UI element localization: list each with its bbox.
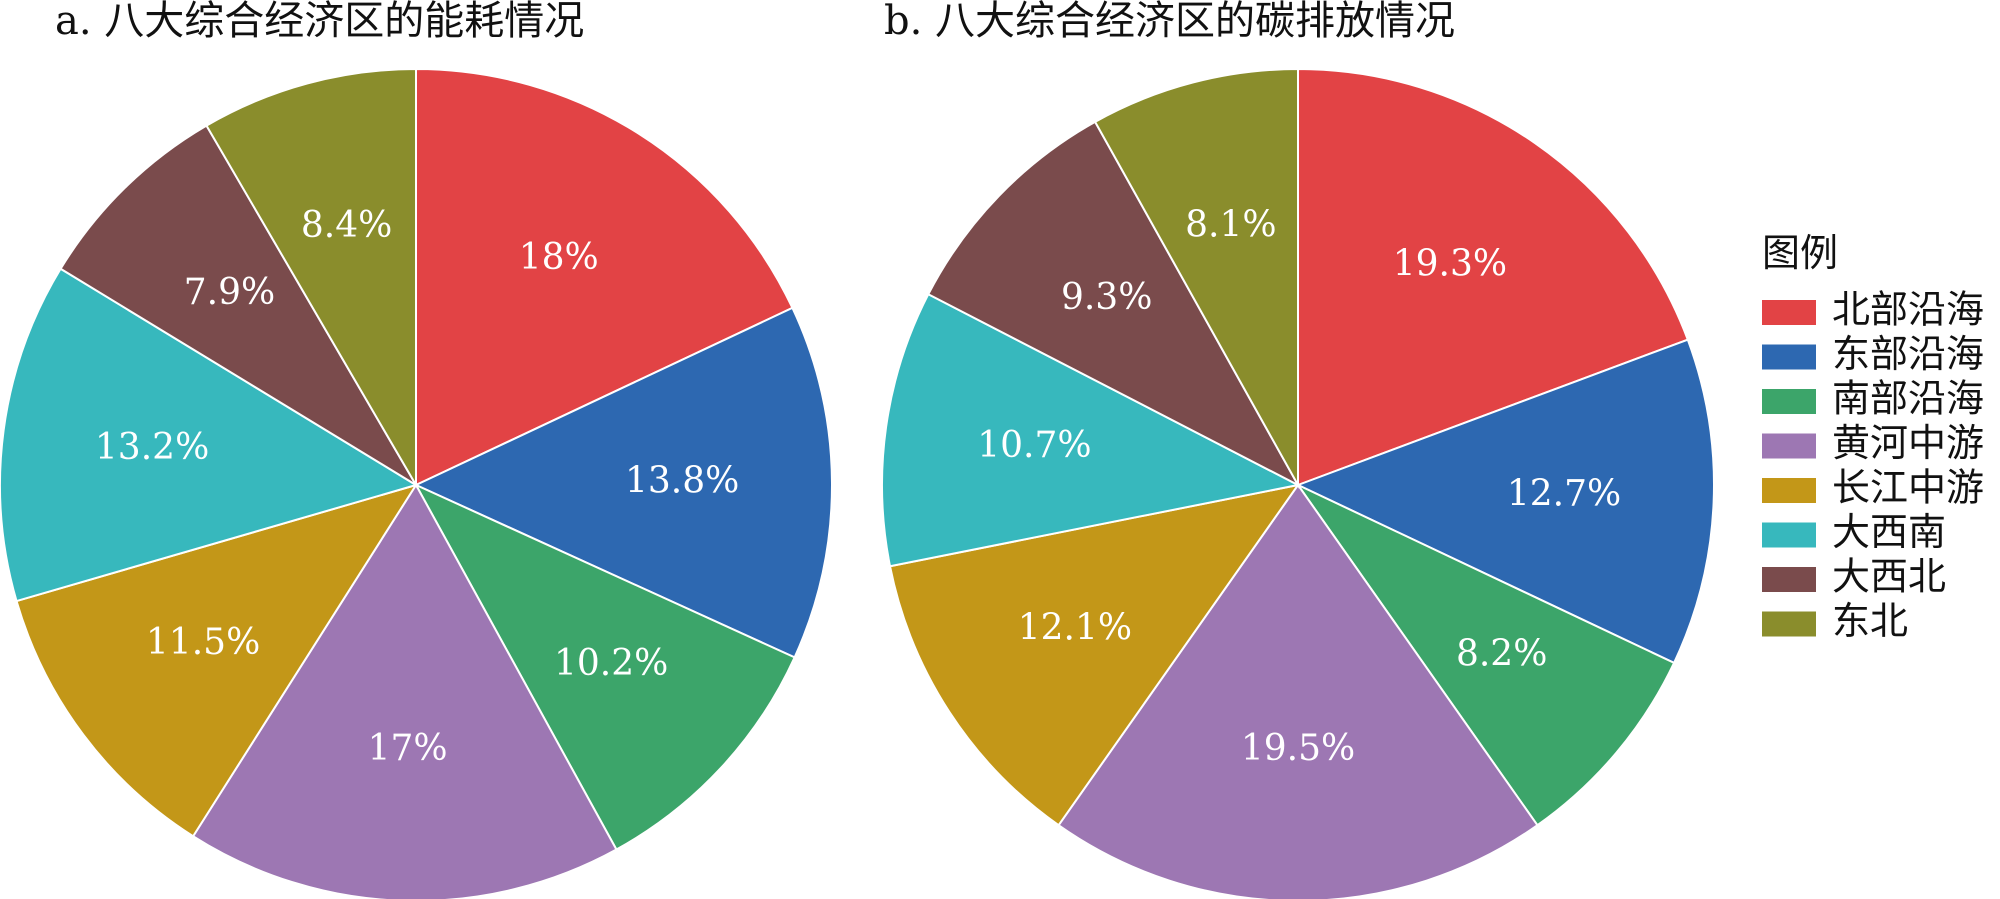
chart-b-label-yangtze-middle: 12.1% bbox=[1018, 607, 1132, 648]
legend-label-southwest: 大西南 bbox=[1832, 510, 1946, 554]
legend-label-northeast: 东北 bbox=[1832, 599, 1908, 643]
chart-a-label-east-coast: 13.8% bbox=[625, 460, 739, 501]
chart-b-slice-yellow-river-middle bbox=[1057, 483, 1539, 899]
legend-label-south-coast: 南部沿海 bbox=[1832, 377, 1984, 421]
pie-chart-a: 18% 13.8% 10.2% 17% 11.5% 13.2% 7.9% 8.4% bbox=[0, 67, 833, 899]
chart-a-label-northeast: 8.4% bbox=[301, 205, 392, 246]
chart-b-label-east-coast: 12.7% bbox=[1507, 473, 1621, 514]
chart-a-slice-northeast bbox=[205, 67, 417, 489]
legend-swatch-southwest bbox=[1762, 522, 1816, 548]
chart-b-slice-northeast bbox=[1093, 67, 1299, 489]
chart-b-label-south-coast: 8.2% bbox=[1456, 634, 1547, 675]
legend-swatch-south-coast bbox=[1762, 389, 1816, 414]
chart-a-slice-southwest bbox=[0, 267, 419, 603]
legend-label-northwest: 大西北 bbox=[1832, 555, 1946, 599]
legend-swatch-yellow-river-middle bbox=[1762, 433, 1816, 459]
chart-a-slice-northwest bbox=[59, 124, 417, 486]
chart-a-label-north-coast: 18% bbox=[519, 237, 599, 278]
chart-a-slice-north-coast bbox=[415, 67, 794, 487]
legend-label-north-coast: 北部沿海 bbox=[1832, 288, 1984, 332]
legend-swatch-northeast bbox=[1762, 611, 1816, 637]
legend-swatch-northwest bbox=[1762, 567, 1816, 592]
chart-b-slice-north-coast bbox=[1297, 67, 1690, 487]
chart-b-slice-yangtze-middle bbox=[888, 483, 1301, 827]
chart-a-label-southwest: 13.2% bbox=[95, 427, 209, 468]
chart-b-title: b. 八大综合经济区的碳排放情况 bbox=[884, 0, 1455, 44]
legend-label-yellow-river-middle: 黄河中游 bbox=[1832, 421, 1984, 465]
chart-b-slice-south-coast bbox=[1295, 482, 1676, 827]
chart-b-slice-southwest bbox=[881, 292, 1301, 568]
legend-swatch-yangtze-middle bbox=[1762, 478, 1816, 503]
chart-b-label-north-coast: 19.3% bbox=[1393, 243, 1507, 284]
pie-chart-b: 19.3% 12.7% 8.2% 19.5% 12.1% 10.7% 9.3% 8.1% bbox=[881, 67, 1715, 899]
chart-b-label-yellow-river-middle: 19.5% bbox=[1241, 728, 1355, 769]
chart-b-label-northwest: 9.3% bbox=[1061, 277, 1152, 318]
chart-b-label-northeast: 8.1% bbox=[1185, 204, 1276, 245]
chart-a-slice-south-coast bbox=[413, 482, 796, 851]
chart-b-slice-northwest bbox=[926, 120, 1301, 488]
chart-a-title: a. 八大综合经济区的能耗情况 bbox=[55, 0, 584, 44]
chart-a-label-south-coast: 10.2% bbox=[554, 643, 668, 684]
chart-a-label-northwest: 7.9% bbox=[184, 272, 275, 313]
legend-swatch-east-coast bbox=[1762, 344, 1816, 370]
chart-b-label-southwest: 10.7% bbox=[977, 425, 1091, 466]
chart-a-slice-yellow-river-middle bbox=[191, 483, 618, 899]
chart-a-label-yangtze-middle: 11.5% bbox=[146, 622, 260, 663]
legend-swatch-north-coast bbox=[1762, 300, 1816, 325]
legend-label-yangtze-middle: 长江中游 bbox=[1832, 466, 1984, 510]
legend-title: 图例 bbox=[1762, 231, 1838, 275]
legend-label-east-coast: 东部沿海 bbox=[1832, 332, 1984, 376]
chart-b-slice-east-coast bbox=[1295, 338, 1715, 665]
chart-a-slice-east-coast bbox=[413, 306, 833, 659]
chart-a-label-yellow-river-middle: 17% bbox=[368, 728, 448, 769]
